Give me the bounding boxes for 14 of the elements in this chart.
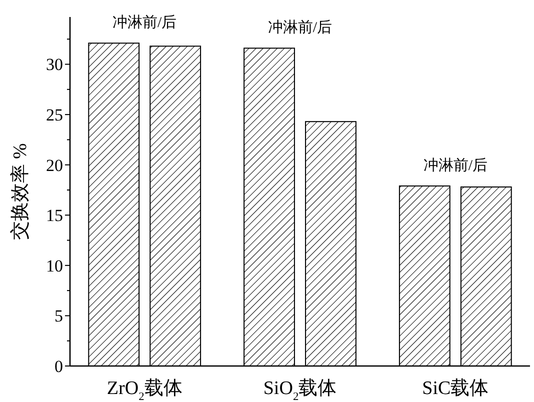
x-tick-label: SiO$_{2}$载体: [263, 378, 337, 402]
y-tick-label: 25: [46, 106, 63, 125]
y-tick-label: 0: [54, 356, 63, 376]
y-axis-title: 交换效率 %: [9, 143, 31, 240]
annotation: 冲淋前/后: [423, 156, 488, 174]
x-tick-label: ZrO$_{2}$载体: [106, 378, 182, 402]
x-tick-label: SiC载体: [422, 378, 489, 399]
y-tick-label: 30: [46, 55, 63, 74]
annotation: 冲淋前/后: [268, 19, 332, 36]
y-tick-label: 20: [46, 156, 63, 175]
y-tick-label: 15: [46, 206, 63, 226]
y-tick-label: 5: [54, 306, 63, 326]
y-tick-label: 10: [46, 256, 63, 276]
annotation: 冲淋前/后: [112, 14, 177, 32]
